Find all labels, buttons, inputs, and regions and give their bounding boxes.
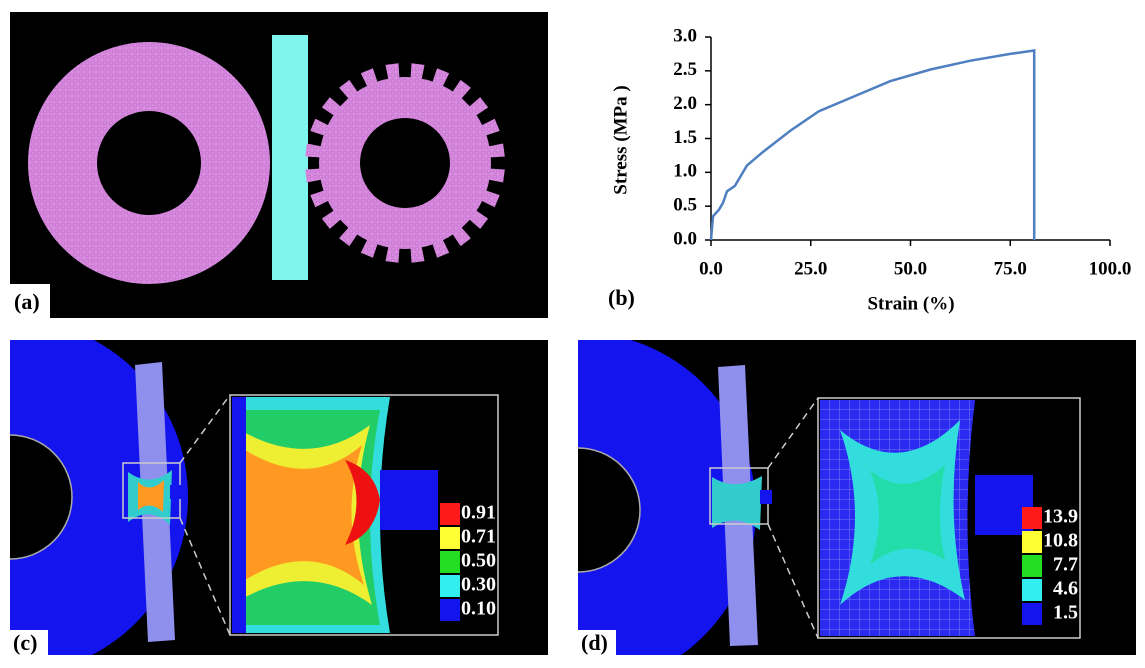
panel-a: (a): [10, 12, 548, 318]
panel-label: (a): [14, 289, 40, 314]
x-tick-label: 50.0: [894, 258, 927, 279]
x-tick-label: 100.0: [1089, 258, 1132, 279]
legend-swatch: [440, 551, 460, 573]
legend-swatch: [440, 599, 460, 621]
figure: (a) (b) Strain (%) Stress (MPa ) 0.0 25.0…: [0, 0, 1145, 663]
legend-swatch: [1022, 531, 1042, 553]
y-tick-label: 3.0: [673, 25, 697, 46]
gear-hole: [360, 118, 450, 208]
legend: 0.910.710.500.300.10: [440, 502, 496, 621]
y-tick-label: 1.0: [673, 161, 697, 182]
legend-label: 4.6: [1053, 578, 1078, 600]
legend-label: 0.10: [461, 598, 496, 620]
legend-label: 13.9: [1043, 506, 1078, 528]
legend-label: 7.7: [1053, 554, 1078, 576]
y-tick-label: 1.5: [673, 127, 697, 148]
legend-label: 0.91: [461, 502, 496, 524]
legend-swatch: [440, 527, 460, 549]
x-tick-label: 25.0: [794, 258, 827, 279]
legend-label: 1.5: [1053, 602, 1078, 624]
x-tick-label: 0.0: [699, 258, 723, 279]
legend-swatch: [1022, 579, 1042, 601]
y-axis-label: Stress (MPa ): [610, 85, 631, 194]
panel-label: (b): [608, 285, 635, 310]
panel-b: (b) Strain (%) Stress (MPa ) 0.0 25.0 50.0…: [608, 25, 1131, 314]
legend-label: 0.71: [461, 526, 496, 548]
legend-swatch: [1022, 555, 1042, 577]
y-tick-label: 0.5: [673, 195, 697, 216]
y-tick-label: 2.5: [673, 59, 697, 80]
line: [711, 51, 1034, 241]
legend-swatch: [440, 575, 460, 597]
y-tick-label: 2.0: [673, 93, 697, 114]
legend-swatch: [1022, 603, 1042, 625]
panel-label: (c): [13, 630, 37, 655]
legend-label: 10.8: [1043, 530, 1078, 552]
legend-label: 0.30: [461, 574, 496, 596]
x-axis-label: Strain (%): [867, 293, 954, 314]
legend-label: 0.50: [461, 550, 496, 572]
y-tick-label: 0.0: [673, 228, 697, 249]
legend-swatch: [1022, 507, 1042, 529]
panel-label: (d): [581, 630, 608, 655]
legend-swatch: [440, 503, 460, 525]
x-tick-label: 75.0: [994, 258, 1027, 279]
